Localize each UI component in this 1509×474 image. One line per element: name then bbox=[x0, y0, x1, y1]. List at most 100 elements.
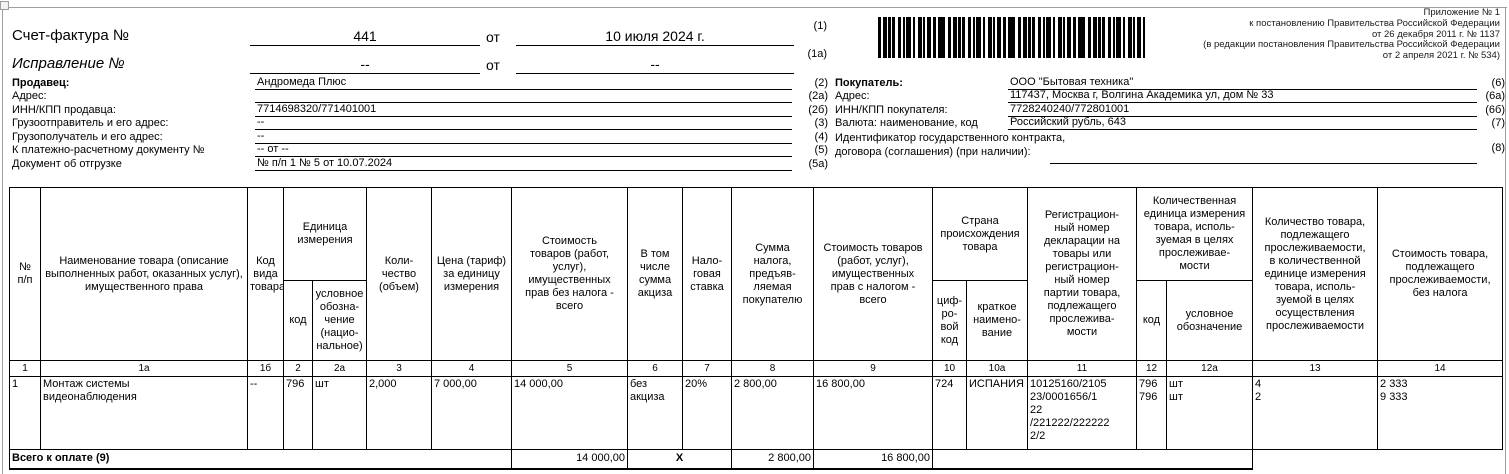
ref-7: (7) bbox=[1491, 117, 1505, 129]
cell-reg-number: 10125160/2105 23/0001656/1 22 /221222/22… bbox=[1027, 376, 1137, 450]
contract-id-label: Идентификатор государственного контракта… bbox=[835, 132, 1066, 158]
cell-kind-code: -- bbox=[247, 376, 284, 450]
cell-tax-amount: 2 800,00 bbox=[731, 376, 814, 450]
currency-value: Российский рубль, 643 bbox=[1008, 116, 1477, 130]
seller-value: Андромеда Плюс bbox=[255, 76, 792, 90]
currency-label: Валюта: наименование, код bbox=[835, 117, 978, 129]
cell-row-number: 1 bbox=[9, 376, 41, 450]
ref-8: (8) bbox=[1491, 142, 1505, 154]
ref-2b: (2б) bbox=[808, 103, 828, 116]
total-amount-with-tax: 16 800,00 bbox=[813, 449, 933, 470]
cell-unit-name: шт bbox=[312, 376, 367, 450]
cell-price: 7 000,00 bbox=[431, 376, 512, 450]
legal-line: Приложение № 1 bbox=[1423, 7, 1500, 18]
legal-line: от 26 декабря 2011 г. № 1137 bbox=[1371, 28, 1500, 40]
col-num: 12 bbox=[1136, 360, 1167, 377]
cell-trace-amount: 2 333 9 333 bbox=[1377, 376, 1504, 450]
header-row-number: № п/п bbox=[9, 187, 41, 361]
seller-row: Грузополучатель и его адрес: -- (4) bbox=[12, 130, 828, 144]
invoice-number-value: 441 bbox=[250, 27, 480, 46]
seller-row: ИНН/КПП продавца: 7714698320/771401001 (2б… bbox=[12, 103, 828, 117]
invoice-title-label: Счет-фактура № bbox=[12, 27, 129, 44]
header-trace-unit-name: условное обозначение bbox=[1165, 280, 1254, 361]
col-num: 11 bbox=[1027, 360, 1137, 377]
header-amount-wo-tax: Стоимость товаров (работ, услуг), имущес… bbox=[511, 187, 628, 361]
ref-2: (2) bbox=[814, 76, 828, 89]
col-num: 4 bbox=[431, 360, 512, 377]
consignor-label: Грузоотправитель и его адрес: bbox=[12, 117, 169, 129]
invoice-items-table: № п/п Наименование товара (описание выпо… bbox=[9, 187, 1504, 470]
legal-line: к постановлению Правительства Российской… bbox=[1249, 17, 1500, 29]
col-num: 12а bbox=[1165, 360, 1254, 377]
ref-6b: (6б) bbox=[1485, 103, 1505, 116]
buyer-inn-label: ИНН/КПП покупателя: bbox=[835, 103, 948, 116]
total-tax-amount: 2 800,00 bbox=[731, 449, 814, 470]
col-num: 1 bbox=[9, 360, 41, 377]
ref-2a: (2а) bbox=[808, 90, 828, 102]
total-blank bbox=[931, 449, 1254, 470]
buyer-value: ООО "Бытовая техника" bbox=[1008, 76, 1477, 90]
header-tax-rate: Нало- говая ставка bbox=[682, 187, 732, 361]
legal-annex-text: Приложение № 1 к постановлению Правитель… bbox=[1000, 7, 1500, 62]
contract-id-value bbox=[1050, 148, 1477, 164]
cell-amount-wo-tax: 14 000,00 bbox=[511, 376, 628, 450]
header-unit-name: условное обозна- чение (нацио- нальное) bbox=[312, 280, 367, 361]
ref-3: (3) bbox=[814, 117, 828, 129]
buyer-row: ИНН/КПП покупателя: 7728240240/772801001 (… bbox=[835, 103, 1505, 117]
header-unit-group: Единица измерения bbox=[283, 187, 367, 281]
ref-5: (5) bbox=[814, 144, 828, 156]
header-amount-with-tax: Стоимость товаров (работ, услуг), имущес… bbox=[813, 187, 933, 361]
header-unit-code: код bbox=[283, 280, 313, 361]
header-excise: В том числе сумма акциза bbox=[627, 187, 683, 361]
cell-amount-with-tax: 16 800,00 bbox=[813, 376, 933, 450]
col-num: 1б bbox=[247, 360, 284, 377]
col-num: 10 bbox=[932, 360, 967, 377]
invoice-from-label: от bbox=[486, 29, 500, 45]
seller-row: Адрес: (2а) bbox=[12, 90, 828, 103]
cell-trace-qty: 4 2 bbox=[1252, 376, 1379, 450]
cell-trace-unit-code: 796 796 bbox=[1136, 376, 1167, 450]
frame-top-line bbox=[8, 7, 1507, 8]
shipping-doc-label: Документ об отгрузке bbox=[12, 157, 122, 170]
header-trace-amount: Стоимость товара, подлежащего прослежива… bbox=[1377, 187, 1504, 361]
ref-5a: (5а) bbox=[808, 157, 828, 170]
col-num: 14 bbox=[1377, 360, 1504, 377]
legal-line: от 2 апреля 2021 г. № 534) bbox=[1382, 50, 1500, 62]
shipping-doc-value: № п/п 1 № 5 от 10.07.2024 bbox=[255, 157, 792, 171]
header-price: Цена (тариф) за единицу измерения bbox=[431, 187, 512, 361]
cell-quantity: 2,000 bbox=[366, 376, 432, 450]
total-label: Всего к оплате (9) bbox=[9, 449, 512, 470]
col-num: 3 bbox=[366, 360, 432, 377]
buyer-row: Покупатель: ООО "Бытовая техника" (6) bbox=[835, 76, 1505, 90]
consignee-label: Грузополучатель и его адрес: bbox=[12, 130, 163, 143]
ref-1a: (1а) bbox=[807, 48, 827, 60]
buyer-block: Покупатель: ООО "Бытовая техника" (6) Адре… bbox=[835, 76, 1505, 130]
seller-row: Продавец: Андромеда Плюс (2) bbox=[12, 76, 828, 90]
header-country-code: циф- ро- вой код bbox=[932, 280, 967, 361]
col-num: 1а bbox=[40, 360, 248, 377]
correction-title-label: Исправление № bbox=[12, 55, 125, 72]
correction-date-value: -- bbox=[516, 55, 794, 74]
cell-tax-rate: 20% bbox=[682, 376, 732, 450]
invoice-date-value: 10 июля 2024 г. bbox=[516, 27, 794, 46]
col-num: 7 bbox=[682, 360, 732, 377]
ref-1: (1) bbox=[813, 20, 827, 32]
correction-from-label: от bbox=[486, 57, 500, 73]
header-trace-unit-code: код bbox=[1136, 280, 1167, 361]
col-num: 6 bbox=[627, 360, 683, 377]
seller-block: Продавец: Андромеда Плюс (2) Адрес: (2а) ИН… bbox=[12, 76, 828, 171]
col-num: 10а bbox=[966, 360, 1028, 377]
header-reg-number: Регистрацион- ный номер декларации на то… bbox=[1027, 187, 1137, 361]
seller-row: К платежно-расчетному документу № -- от -… bbox=[12, 143, 828, 157]
col-num: 5 bbox=[511, 360, 628, 377]
correction-number-value: -- bbox=[250, 55, 480, 74]
header-country-group: Страна происхождения товара bbox=[932, 187, 1028, 281]
payment-doc-value: -- от -- bbox=[255, 143, 792, 157]
col-num: 13 bbox=[1252, 360, 1379, 377]
cell-country-name: ИСПАНИЯ bbox=[966, 376, 1028, 450]
seller-address-value bbox=[255, 102, 792, 103]
buyer-inn-value: 7728240240/772801001 bbox=[1008, 103, 1477, 117]
payment-doc-label: К платежно-расчетному документу № bbox=[12, 144, 205, 156]
buyer-address-label: Адрес: bbox=[835, 90, 870, 102]
